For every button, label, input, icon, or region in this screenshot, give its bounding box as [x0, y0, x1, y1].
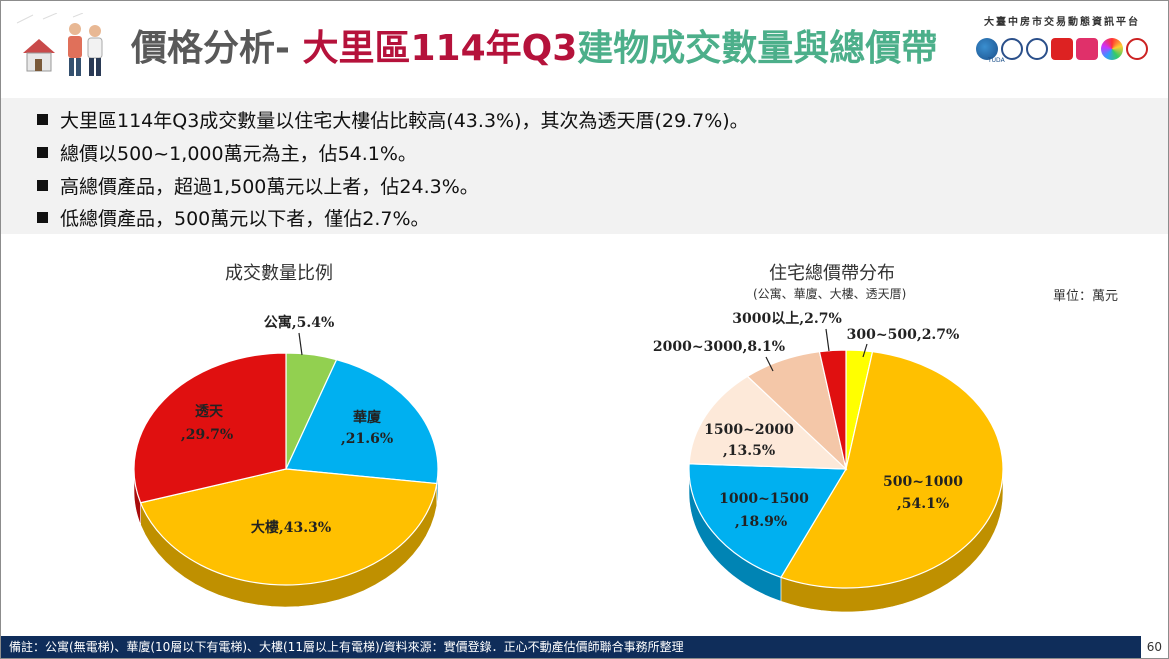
pie-charts-canvas: 公寓,5.4% 華廈 ,21.6% 大樓,43.3% 透天 ,29.7% 300~500,2… [133, 311, 1004, 613]
data-label-3000以上: 3000以上,2.7% [732, 311, 842, 327]
leader-line-2000~3000 [765, 356, 774, 372]
leader-line-公寓 [298, 332, 303, 356]
chart1-title: 成交數量比例 [225, 263, 333, 284]
data-label-透天-pct: ,29.7% [181, 427, 233, 443]
title-prefix: 價格分析- [131, 28, 303, 69]
data-label-透天: 透天 [195, 404, 224, 420]
data-label-1500~2000: 1500~2000 [704, 422, 794, 438]
p-logo-icon [1076, 38, 1098, 60]
square-bullet-icon [37, 180, 48, 191]
bullet-item: 總價以500~1,000萬元為主，佔54.1%。 [37, 139, 417, 166]
title-topic: 建物成交數量與總價帶 [577, 28, 938, 69]
data-label-1000~1500-pct: ,18.9% [735, 514, 787, 530]
data-label-華廈-pct: ,21.6% [341, 431, 393, 447]
association-logo-icon [1126, 38, 1148, 60]
square-bullet-icon [37, 114, 48, 125]
data-label-公寓: 公寓,5.4% [264, 314, 335, 331]
leader-line-3000以上 [825, 328, 830, 352]
pie-slice-3000以上 [818, 349, 847, 470]
pie-chart-2 [688, 349, 1004, 613]
unit-label: 單位：萬元 [1053, 289, 1119, 304]
data-label-1000~1500: 1000~1500 [719, 491, 809, 507]
data-label-500~1000-pct: ,54.1% [897, 496, 949, 512]
bullet-item: 低總價產品，500萬元以下者，僅佔2.7%。 [37, 204, 430, 231]
pie-slice-透天 [133, 352, 287, 504]
bullet-list: 大里區114年Q3成交數量以住宅大樓佔比較高(43.3%)，其次為透天厝(29.… [1, 98, 1168, 234]
bullet-text: 大里區114年Q3成交數量以住宅大樓佔比較高(43.3%)，其次為透天厝(29.… [60, 110, 749, 132]
chart2-title: 住宅總價帶分布 [769, 263, 895, 284]
brand-block: 大臺中房市交易動態資訊平台 TUDA [972, 13, 1152, 64]
emblem-logo-icon [1026, 38, 1048, 60]
square-bullet-icon [37, 147, 48, 158]
red-logo-icon [1051, 38, 1073, 60]
brand-text: 大臺中房市交易動態資訊平台 [984, 17, 1140, 28]
data-label-大樓: 大樓,43.3% [251, 519, 331, 536]
square-bullet-icon [37, 212, 48, 223]
data-label-300~500: 300~500,2.7% [847, 327, 960, 343]
page-title: 價格分析- 大里區114年Q3建物成交數量與總價帶 [131, 19, 937, 71]
partner-logos [972, 38, 1152, 60]
brand-logo-caption: TUDA [988, 57, 1005, 64]
pie-chart-1 [133, 352, 439, 608]
bullet-text: 低總價產品，500萬元以下者，僅佔2.7%。 [60, 208, 430, 230]
bullet-text: 高總價產品，超過1,500萬元以上者，佔24.3%。 [60, 176, 479, 198]
bullet-text: 總價以500~1,000萬元為主，佔54.1%。 [60, 143, 417, 165]
colorful-logo-icon [1101, 38, 1123, 60]
data-label-2000~3000: 2000~3000,8.1% [653, 339, 785, 355]
pie-slice-1000~1500 [688, 463, 848, 579]
people-house-illustration-icon [13, 13, 113, 79]
footer-note: 備註：公寓(無電梯)、華廈(10層以下有電梯)、大樓(11層以上有電梯)/資料來… [1, 636, 1141, 658]
leader-line-300~500 [862, 343, 868, 358]
title-district: 大里區114年Q3 [302, 28, 578, 69]
bullet-item: 高總價產品，超過1,500萬元以上者，佔24.3%。 [37, 172, 479, 199]
bullet-item: 大里區114年Q3成交數量以住宅大樓佔比較高(43.3%)，其次為透天厝(29.… [37, 106, 749, 133]
data-label-1500~2000-pct: ,13.5% [723, 443, 775, 459]
pie-slice-大樓 [139, 468, 438, 586]
header: 價格分析- 大里區114年Q3建物成交數量與總價帶 大臺中房市交易動態資訊平台 … [1, 1, 1168, 91]
seal-logo-icon [1001, 38, 1023, 60]
pie-slice-1500~2000 [688, 375, 848, 470]
data-label-華廈: 華廈 [353, 409, 381, 426]
data-label-500~1000: 500~1000 [883, 474, 963, 490]
pie-slice-500~1000 [780, 351, 1004, 589]
pie-slice-華廈 [285, 358, 439, 485]
page-number: 60 [1146, 640, 1162, 654]
tuda-logo-icon [976, 38, 998, 60]
chart2-subtitle: (公寓、華廈、大樓、透天厝) [753, 287, 907, 301]
